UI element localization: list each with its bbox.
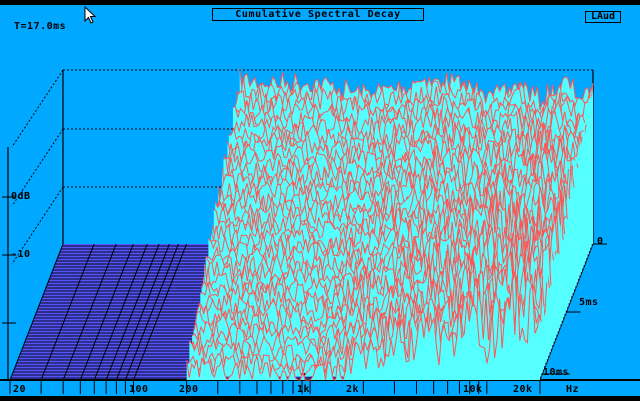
- y-tick-label: 0dB: [11, 191, 31, 202]
- plot-window: Cumulative Spectral Decay LAud T=17.0ms …: [0, 5, 640, 396]
- app-badge[interactable]: LAud: [585, 11, 621, 23]
- chart-title: Cumulative Spectral Decay: [212, 8, 424, 21]
- z-tick-label: 5ms: [579, 297, 599, 308]
- x-tick-label: 200: [179, 384, 199, 395]
- x-tick-label: 100: [129, 384, 149, 395]
- waterfall-plot: [0, 68, 640, 394]
- y-tick-label: -10: [11, 249, 31, 260]
- x-tick-label: 20: [13, 384, 27, 395]
- x-tick-label: 2k: [346, 384, 360, 395]
- z-tick-label: 0: [597, 236, 604, 247]
- z-tick-label: 10ms: [543, 367, 570, 378]
- x-tick-label: Hz: [566, 384, 580, 395]
- x-tick-label: 1k: [297, 384, 311, 395]
- x-tick-label: 10k: [463, 384, 483, 395]
- x-tick-label: 20k: [513, 384, 533, 395]
- time-readout: T=17.0ms: [14, 21, 67, 32]
- mouse-cursor-icon: [84, 6, 96, 24]
